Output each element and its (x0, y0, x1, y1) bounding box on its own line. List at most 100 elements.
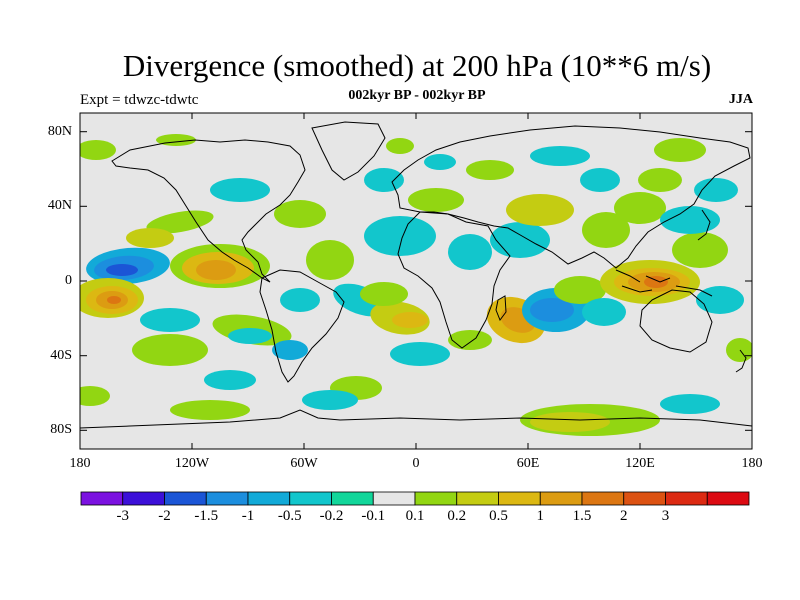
colorbar-box (164, 491, 207, 506)
divergence-contour-region (386, 138, 414, 154)
colorbar-box (289, 491, 332, 506)
divergence-contour-region (280, 288, 320, 312)
divergence-contours (80, 134, 752, 436)
colorbar-label: -1.5 (194, 508, 219, 524)
colorbar-box (414, 491, 458, 506)
divergence-contour-region (364, 216, 436, 256)
colorbar-label: -0.5 (277, 508, 302, 524)
divergence-contour-region (638, 168, 682, 192)
divergence-contour-region (660, 394, 720, 414)
colorbar-label: -1 (241, 508, 255, 524)
divergence-contour-region (272, 340, 308, 360)
divergence-contour-region (126, 228, 174, 248)
lon-label-120w: 120W (174, 456, 210, 471)
divergence-contour-region (170, 400, 250, 420)
divergence-contour-region (146, 210, 214, 234)
colorbar-box (205, 491, 249, 506)
coastlines (80, 121, 752, 429)
divergence-contour-region (306, 240, 354, 280)
divergence-contour-region (140, 308, 200, 332)
colorbar-label: -3 (116, 508, 130, 524)
colorbar-box (623, 491, 666, 506)
divergence-contour-region (580, 168, 620, 192)
divergence-contour-region (530, 412, 610, 432)
colorbar-box (498, 491, 541, 506)
lat-label-40n: 40N (47, 198, 72, 213)
divergence-contour-region (672, 232, 728, 268)
plot-subtitle: 002kyr BP - 002kyr BP (348, 88, 486, 103)
divergence-contour-region (448, 330, 492, 350)
latitude-ticks (80, 131, 752, 431)
lon-label-60e: 60E (516, 456, 540, 471)
lat-label-80n: 80N (47, 124, 72, 139)
colorbar-label: 0.5 (489, 508, 508, 524)
colorbar-box (581, 491, 625, 506)
longitude-ticks (191, 113, 641, 449)
colorbar-label: 3 (661, 508, 670, 524)
coastline-australia (639, 289, 713, 353)
divergence-contour-region (644, 276, 668, 288)
divergence-contour-region (80, 140, 116, 160)
colorbar-box (372, 491, 416, 506)
plot-title: Divergence (smoothed) at 200 hPa (10**6 … (122, 48, 712, 83)
divergence-contour-region (554, 276, 606, 304)
divergence-contour-region (80, 386, 110, 406)
colorbar-label: -0.1 (361, 508, 386, 524)
divergence-contour-region (364, 168, 404, 192)
colorbar-box (80, 491, 124, 506)
divergence-contour-region (196, 260, 236, 280)
lon-label-60w: 60W (290, 456, 318, 471)
divergence-contour-region (274, 200, 326, 228)
colorbar-label: -0.2 (319, 508, 344, 524)
divergence-contour-region (210, 178, 270, 202)
colorbar-box (456, 491, 499, 506)
colorbar-box (539, 491, 583, 506)
coastline-japan (697, 209, 711, 241)
lon-label-180e: 180 (741, 456, 763, 471)
colorbar (80, 491, 750, 506)
colorbar-box (706, 491, 750, 506)
divergence-contour-region (448, 234, 492, 270)
divergence-contour-region (654, 138, 706, 162)
colorbar-label: 2 (620, 508, 628, 524)
colorbar-label: 1.5 (572, 508, 592, 524)
colorbar-box (331, 491, 374, 506)
divergence-contour-region (360, 282, 408, 306)
divergence-contour-region (392, 312, 428, 328)
lat-label-40s: 40S (50, 348, 72, 363)
lon-label-120e: 120E (625, 456, 655, 471)
divergence-contour-region (204, 370, 256, 390)
colorbar-label: 0.2 (447, 508, 467, 524)
divergence-contour-region (530, 146, 590, 166)
coastline-eurasia (391, 125, 751, 269)
divergence-contour-region (228, 328, 272, 344)
divergence-contour-region (660, 206, 720, 234)
colorbar-box (665, 491, 708, 506)
divergence-contour-region (390, 342, 450, 366)
divergence-contour-region (466, 160, 514, 180)
colorbar-box (247, 491, 291, 506)
coastline-south-america (259, 269, 345, 383)
coastline-antarctica (80, 409, 752, 429)
coastline-maritime-continent (615, 269, 713, 297)
divergence-contour-region (132, 334, 208, 366)
lat-label-equator: 0 (65, 273, 72, 288)
divergence-contour-region (408, 188, 464, 212)
coastline-madagascar (495, 295, 507, 322)
divergence-contour-region (694, 178, 738, 202)
divergence-contour-region (614, 192, 666, 224)
colorbar-box (122, 491, 165, 506)
divergence-contour-region (302, 390, 358, 410)
coastline-new-zealand (735, 349, 747, 373)
divergence-contour-region (106, 264, 138, 276)
divergence-contour-region (490, 222, 550, 258)
season-label: JJA (728, 92, 753, 107)
lat-label-80s: 80S (50, 422, 72, 437)
lon-label-0: 0 (412, 456, 420, 471)
coastline-north-america (111, 139, 306, 283)
lon-label-180w: 180 (69, 456, 91, 471)
divergence-contour-region (582, 212, 630, 248)
divergence-contour-region (506, 194, 574, 226)
divergence-contour-region (107, 296, 121, 304)
